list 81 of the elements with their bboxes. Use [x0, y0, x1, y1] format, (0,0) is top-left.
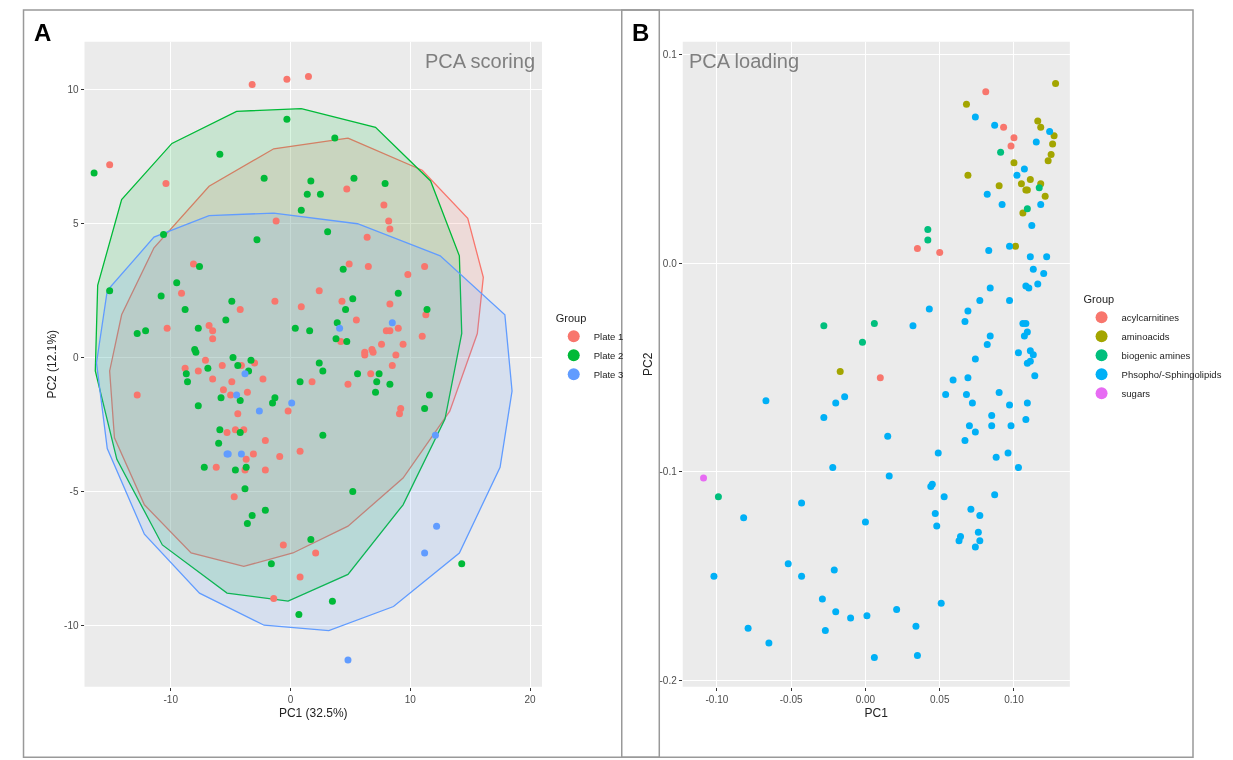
point: [962, 100, 970, 108]
point: [997, 148, 1005, 156]
point: [255, 407, 263, 415]
x-axis-title: PC1 (32.5%): [278, 705, 348, 720]
point: [1017, 180, 1025, 188]
x-tick-label: 0: [287, 693, 294, 705]
point: [700, 474, 708, 482]
point: [1034, 117, 1042, 125]
point: [714, 493, 722, 501]
point: [876, 374, 884, 382]
point: [1035, 184, 1043, 192]
legend-label: Plate 3: [593, 368, 624, 380]
y-axis-title: PC2: [640, 352, 655, 376]
point: [1010, 134, 1018, 142]
x-tick-label: 20: [524, 693, 536, 705]
point: [964, 171, 972, 179]
legend-label: biogenic amines: [1121, 349, 1191, 361]
point: [388, 319, 396, 327]
point: [820, 322, 828, 330]
point: [433, 522, 441, 530]
x-axis-title: PC1: [864, 705, 889, 720]
point: [936, 249, 944, 257]
point: [1019, 209, 1027, 217]
y-tick-label: -10: [64, 619, 79, 631]
x-tick-label: -0.05: [779, 693, 804, 705]
point: [233, 391, 241, 399]
point: [1041, 192, 1049, 200]
point: [1047, 150, 1055, 158]
point: [982, 88, 990, 96]
y-tick-label: 5: [72, 218, 79, 230]
x-tick-label: -0.10: [705, 693, 729, 705]
legend-title: Group: [555, 311, 587, 324]
point: [836, 368, 844, 376]
point: [913, 244, 921, 252]
legend-title: Group: [1083, 292, 1115, 305]
point: [924, 226, 932, 234]
legend-label: acylcarnitines: [1121, 311, 1180, 323]
x-tick-label: 0.00: [855, 693, 876, 705]
point: [336, 324, 344, 332]
point: [1050, 132, 1058, 140]
point: [1000, 123, 1008, 131]
point: [870, 320, 878, 328]
point: [288, 399, 296, 407]
point: [995, 182, 1003, 190]
annotation: PCA scoring: [425, 50, 536, 72]
point: [1044, 157, 1052, 165]
chart-title: B: [632, 19, 650, 46]
y-tick-label: -0.2: [659, 675, 678, 687]
point: [344, 656, 352, 664]
annotation: PCA loading: [689, 50, 800, 72]
point: [1010, 159, 1018, 167]
x-tick-label: 0.05: [929, 693, 950, 705]
legend-label: aminoacids: [1121, 330, 1170, 342]
y-tick-label: 0.1: [662, 48, 678, 60]
y-tick-label: 10: [67, 84, 79, 96]
point: [1037, 123, 1045, 131]
point: [1049, 140, 1057, 148]
legend-label: Phsopho/-Sphingolipids: [1121, 368, 1222, 380]
point: [1026, 176, 1034, 183]
point: [1023, 205, 1031, 213]
legend-label: Plate 2: [593, 349, 624, 361]
point: [1011, 242, 1019, 250]
point: [924, 236, 932, 244]
point: [1052, 79, 1060, 87]
point: [237, 450, 245, 458]
y-tick-label: -0.1: [659, 466, 678, 478]
legend-label: Plate 1: [593, 330, 624, 342]
point: [421, 549, 429, 557]
x-tick-label: -10: [163, 693, 179, 705]
point: [431, 431, 439, 439]
point: [241, 370, 249, 378]
chart-title: A: [34, 19, 52, 46]
x-tick-label: 0.10: [1004, 693, 1025, 705]
legend-label: sugars: [1121, 387, 1151, 399]
x-tick-label: 10: [404, 693, 417, 705]
y-tick-label: 0: [72, 352, 79, 364]
point: [858, 338, 866, 346]
point: [1007, 142, 1015, 150]
y-axis-title: PC2 (12.1%): [45, 329, 60, 399]
y-tick-label: 0.0: [662, 257, 678, 269]
y-tick-label: -5: [69, 485, 79, 497]
